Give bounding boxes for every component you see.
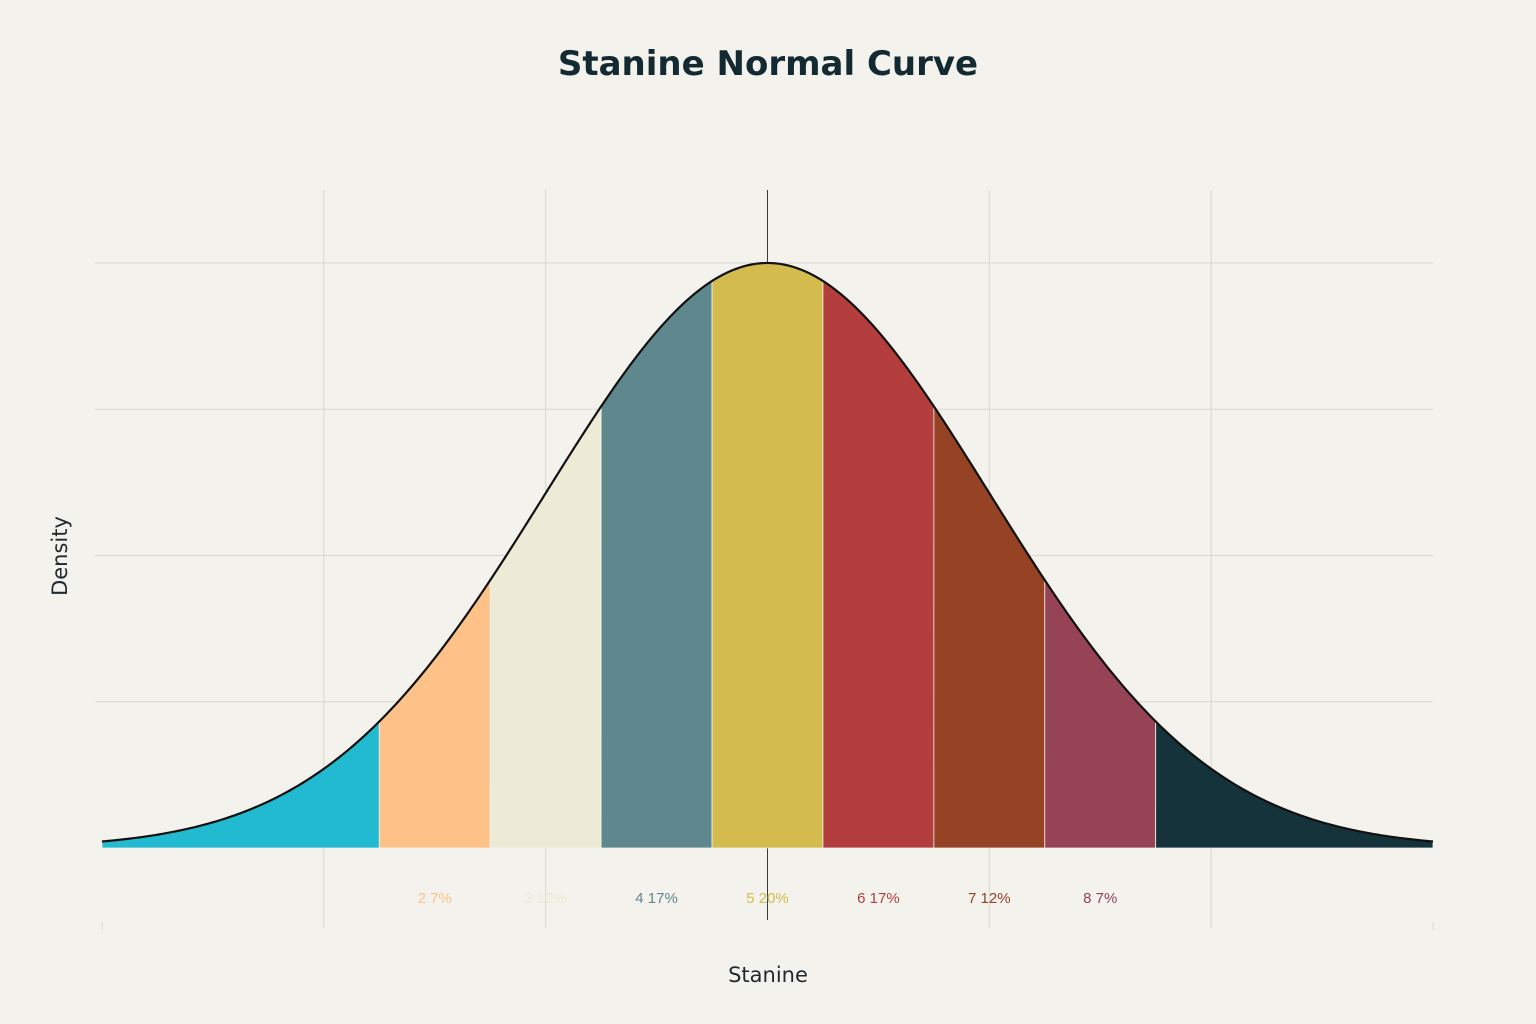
band-label-4: 4 17% bbox=[635, 890, 678, 907]
chart-title: Stanine Normal Curve bbox=[558, 44, 978, 84]
y-axis-label: Density bbox=[48, 516, 72, 596]
stanine-bands bbox=[101, 262, 1434, 849]
band-label-6: 6 17% bbox=[857, 890, 900, 907]
density-curve bbox=[101, 261, 1434, 843]
stanine-band-9 bbox=[1155, 720, 1434, 849]
stanine-band-6 bbox=[822, 280, 935, 849]
stanine-band-4 bbox=[600, 280, 713, 849]
band-label-7: 7 12% bbox=[968, 890, 1011, 907]
band-label-2: 2 7% bbox=[418, 890, 452, 907]
stanine-band-2 bbox=[378, 578, 491, 849]
x-axis-label: Stanine bbox=[728, 963, 808, 987]
band-label-5: 5 20% bbox=[746, 890, 789, 907]
density-curve-layer bbox=[101, 261, 1434, 843]
stanine-band-8 bbox=[1044, 578, 1157, 849]
stanine-band-5 bbox=[711, 262, 824, 849]
band-label-3: 3 12% bbox=[524, 890, 567, 907]
stanine-band-1 bbox=[101, 720, 380, 849]
band-labels: 2 7% 3 12% 4 17% 5 20% 6 17% 7 12% 8 7% bbox=[418, 890, 1118, 907]
band-label-8: 8 7% bbox=[1083, 890, 1117, 907]
